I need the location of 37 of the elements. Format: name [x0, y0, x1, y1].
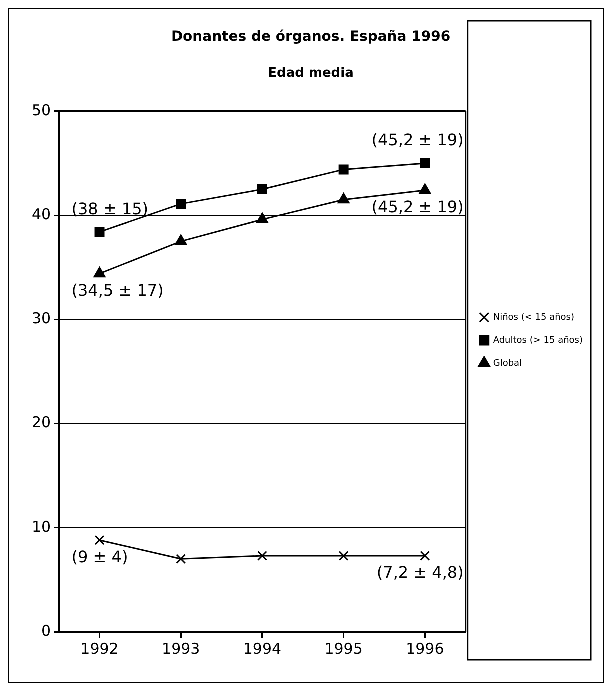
point [175, 234, 188, 246]
y-tick-label: 0 [42, 622, 52, 640]
annotation: (45,2 ± 19) [372, 198, 464, 217]
point [176, 554, 186, 564]
x-tick-label: 1993 [162, 640, 200, 658]
y-tick-label: 20 [32, 414, 52, 432]
chart-title: Donantes de órganos. España 1996 [171, 29, 451, 46]
legend-label: Adultos (> 15 años) [493, 336, 584, 346]
x-tick-label: 1996 [406, 640, 444, 658]
x-tick-label: 1995 [324, 640, 363, 658]
point [338, 551, 349, 561]
y-tick-label: 50 [32, 101, 52, 120]
x-tick-label: 1994 [243, 640, 282, 658]
legend-label: Global [493, 358, 522, 369]
chart-subtitle: Edad media [268, 66, 354, 81]
annotation: (38 ± 15) [72, 199, 149, 218]
legend-label: Niños (< 15 años) [493, 312, 575, 323]
point [419, 184, 432, 194]
point [94, 267, 106, 278]
point [257, 551, 268, 561]
point [420, 551, 430, 561]
annotation: (7,2 ± 4,8) [376, 563, 464, 582]
x-tick-label: 1992 [80, 640, 119, 658]
y-tick-label: 40 [32, 205, 52, 224]
y-tick-label: 10 [32, 518, 52, 536]
point [256, 212, 268, 224]
annotation: (9 ± 4) [72, 548, 128, 567]
annotation: (45,2 ± 19) [372, 130, 464, 150]
annotation: (34,5 ± 17) [72, 280, 164, 300]
point [420, 158, 430, 168]
point [257, 184, 268, 194]
point [94, 227, 105, 238]
point [94, 535, 105, 546]
point [176, 199, 186, 210]
point [338, 164, 349, 175]
point [338, 193, 350, 204]
y-tick-label: 30 [32, 310, 52, 328]
